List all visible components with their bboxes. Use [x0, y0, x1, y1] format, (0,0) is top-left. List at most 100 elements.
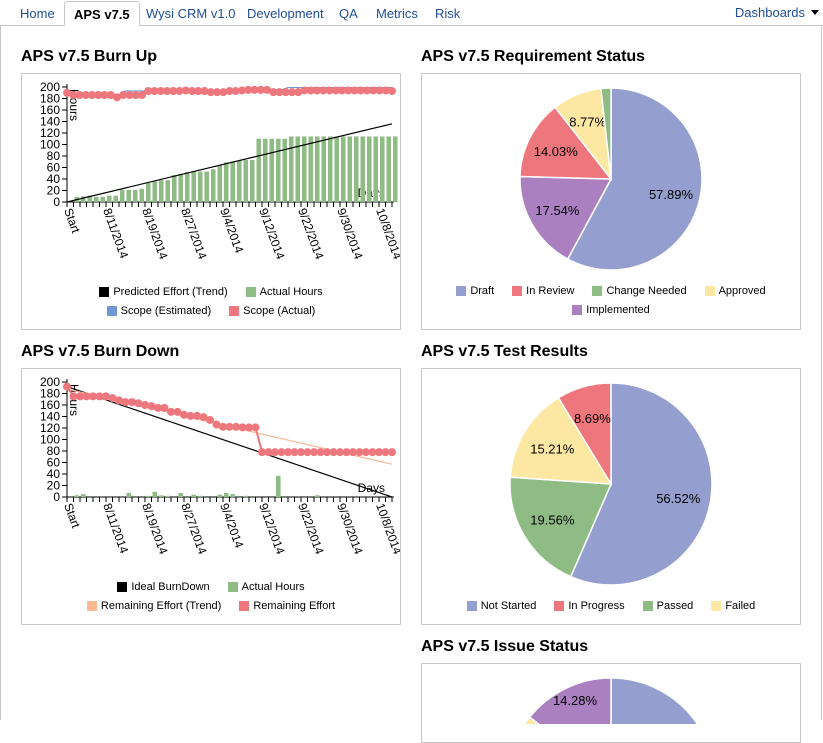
y-tick-label: 60: [47, 161, 61, 175]
tab-development[interactable]: Development: [247, 6, 324, 21]
pie-slice-label: 8.69%: [574, 411, 611, 426]
legend-item: Passed: [642, 600, 693, 612]
y-tick-label: 180: [40, 92, 60, 106]
legend-label: In Review: [526, 284, 575, 297]
data-point: [106, 91, 115, 100]
legend-item: Ideal BurnDown: [117, 580, 210, 593]
data-point: [245, 423, 253, 432]
data-point: [150, 87, 159, 96]
tab-aps-v75[interactable]: APS v7.5: [64, 1, 140, 26]
data-point: [186, 411, 195, 420]
data-point: [275, 88, 284, 97]
bar: [314, 136, 320, 202]
data-point: [381, 448, 390, 457]
pie-slice: [519, 106, 613, 180]
x-tick-label: 9/30/2014: [334, 206, 366, 261]
trend-line: [66, 386, 393, 498]
data-point: [89, 392, 97, 401]
bar: [347, 136, 353, 202]
data-point: [75, 91, 84, 100]
data-point: [131, 91, 140, 100]
data-point: [294, 88, 303, 97]
bar: [93, 196, 99, 202]
data-point: [76, 392, 84, 401]
tab-risk[interactable]: Risk: [435, 6, 461, 21]
bar: [80, 196, 86, 202]
data-point: [121, 398, 130, 407]
bar: [152, 491, 158, 497]
bar: [197, 495, 203, 497]
legend-swatch: [704, 285, 715, 296]
data-point: [225, 87, 234, 96]
legend-item: Scope (Actual): [229, 305, 315, 317]
tab-metrics[interactable]: Metrics: [376, 6, 418, 21]
legend-item: Actual Hours: [227, 581, 305, 593]
data-point: [181, 86, 190, 95]
legend-swatch: [554, 600, 565, 611]
dashboards-menu[interactable]: Dashboards: [734, 5, 805, 20]
legend-swatch: [86, 600, 97, 611]
data-point: [331, 86, 340, 95]
bar: [262, 138, 268, 202]
pie-slice-label: 15.21%: [530, 441, 575, 456]
bar: [145, 183, 151, 202]
y-tick-label: 140: [40, 410, 60, 424]
legend-label: Draft: [470, 284, 495, 297]
bar: [379, 136, 385, 202]
data-point: [284, 448, 292, 457]
data-point: [244, 85, 253, 94]
data-point: [258, 448, 266, 457]
data-point: [225, 422, 234, 431]
data-point: [250, 85, 259, 94]
data-point: [363, 86, 371, 95]
data-point: [300, 86, 309, 95]
tab-home[interactable]: Home: [20, 6, 55, 21]
x-tick-label: Start: [61, 501, 83, 530]
bar: [256, 138, 262, 202]
legend-label: Ideal BurnDown: [131, 580, 210, 593]
bar: [106, 195, 112, 202]
pie-slice-label: 56.52%: [656, 491, 701, 506]
y-tick-label: 140: [40, 115, 60, 129]
x-tick-label: 8/19/2014: [139, 206, 171, 261]
bar: [158, 495, 164, 497]
legend-item: Implemented: [572, 304, 650, 316]
bar: [191, 494, 197, 497]
pie-slice: [509, 396, 613, 485]
data-point: [323, 448, 331, 457]
data-point: [303, 448, 312, 457]
pie-slice-label: 14.03%: [534, 144, 579, 159]
legend-swatch: [592, 285, 603, 296]
x-tick-label: 8/27/2014: [178, 501, 210, 556]
data-point: [169, 87, 178, 96]
bar: [366, 136, 372, 202]
y-tick-label: 160: [40, 398, 60, 412]
tab-qa[interactable]: QA: [339, 6, 358, 21]
pie-slice-label: 8.77%: [569, 115, 606, 130]
y-tick-label: 100: [40, 138, 60, 152]
data-point: [199, 413, 208, 422]
pie-slice: [528, 677, 612, 724]
tab-wysi-crm[interactable]: Wysi CRM v1.0: [146, 6, 236, 21]
issue-status-chart: 14.28%: [523, 677, 699, 724]
data-point: [128, 398, 136, 407]
legend-label: Remaining Effort (Trend): [100, 599, 222, 612]
legend-swatch: [642, 600, 653, 611]
chevron-down-icon[interactable]: [811, 10, 819, 15]
bar: [165, 495, 171, 497]
data-point: [88, 91, 96, 100]
data-point: [69, 91, 78, 100]
tab-bar-divider: [0, 25, 823, 26]
burnup-panel: 0 20 40 60 80 100 120 140 160 180 200 Start 8/11/201…: [21, 73, 401, 330]
data-point: [63, 382, 71, 391]
issue-status-panel: 14.28%: [421, 663, 801, 743]
pie-slice-label: 17.54%: [535, 203, 580, 218]
data-point: [350, 86, 359, 95]
x-tick-label: 10/8/2014: [373, 206, 400, 261]
bar: [230, 494, 236, 497]
data-point: [141, 401, 149, 409]
data-point: [264, 448, 273, 457]
bar: [119, 189, 125, 202]
legend-swatch: [456, 285, 467, 296]
data-point: [381, 86, 390, 95]
